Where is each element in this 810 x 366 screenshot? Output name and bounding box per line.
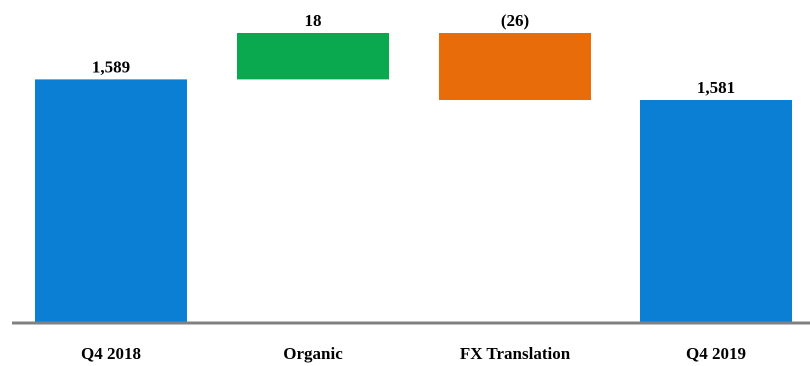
value-label-q4-2019: 1,581 — [697, 78, 735, 97]
bar-organic — [237, 33, 389, 80]
bar-q4-2018 — [35, 79, 187, 323]
category-label-organic: Organic — [283, 344, 343, 363]
value-label-q4-2018: 1,589 — [92, 57, 130, 76]
category-label-fx-translation: FX Translation — [460, 344, 571, 363]
bar-q4-2019 — [640, 100, 792, 323]
category-label-q4-2018: Q4 2018 — [81, 344, 141, 363]
category-label-q4-2019: Q4 2019 — [686, 344, 746, 363]
value-label-organic: 18 — [305, 11, 322, 30]
value-label-fx-translation: (26) — [501, 11, 529, 30]
bar-fx-translation — [439, 33, 591, 100]
